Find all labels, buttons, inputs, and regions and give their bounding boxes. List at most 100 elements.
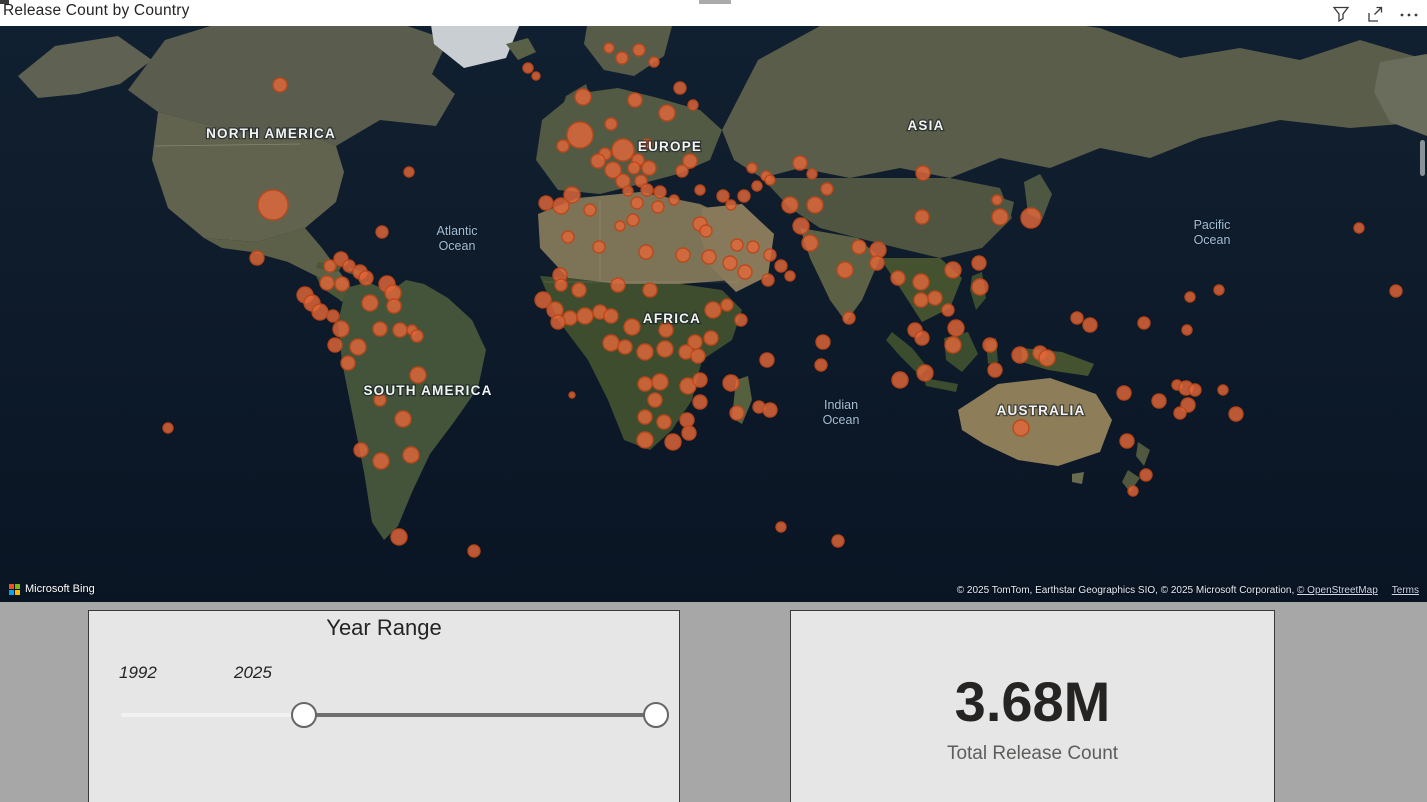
map-bubble[interactable] [737,189,751,203]
map-bubble[interactable] [781,196,799,214]
map-bubble[interactable] [734,313,748,327]
map-bubble[interactable] [323,259,337,273]
map-bubble[interactable] [1217,384,1229,396]
map-bubble[interactable] [664,433,682,451]
map-bubble[interactable] [568,391,576,399]
map-bubble[interactable] [623,318,641,336]
map-bubble[interactable] [637,376,653,392]
slider-track-selected[interactable] [304,713,656,717]
map-bubble[interactable] [831,534,845,548]
map-bubble[interactable] [394,410,412,428]
map-bubble[interactable] [162,422,174,434]
map-bubble[interactable] [991,194,1003,206]
filter-button[interactable] [1331,5,1351,23]
map-bubble[interactable] [762,402,778,418]
bing-map-canvas[interactable]: NORTH AMERICA EUROPE ASIA AFRICA SOUTH AMERI… [0,26,1427,602]
map-bubble[interactable] [916,364,934,382]
map-bubble[interactable] [319,275,335,291]
map-bubble[interactable] [590,153,606,169]
map-bubble[interactable] [668,194,680,206]
map-bubble[interactable] [722,255,738,271]
map-bubble[interactable] [991,208,1009,226]
map-bubble[interactable] [775,521,787,533]
map-bubble[interactable] [373,393,387,407]
map-bubble[interactable] [610,277,626,293]
map-bubble[interactable] [566,121,594,149]
map-bubble[interactable] [632,43,646,57]
map-bubble[interactable] [1228,406,1244,422]
map-bubble[interactable] [682,153,698,169]
map-bubble[interactable] [641,138,653,150]
map-bubble[interactable] [675,164,689,178]
map-bubble[interactable] [729,405,745,421]
map-bubble[interactable] [815,334,831,350]
map-bubble[interactable] [944,336,962,354]
map-bubble[interactable] [913,292,929,308]
slider-handle-end[interactable] [643,702,669,728]
map-bubble[interactable] [687,99,699,111]
map-bubble[interactable] [311,303,329,321]
map-bubble[interactable] [522,62,534,74]
slicer-start-value[interactable]: 1992 [119,663,157,682]
map-bubble[interactable] [392,322,408,338]
map-bubble[interactable] [699,224,713,238]
map-bubble[interactable] [615,51,629,65]
map-bubble[interactable] [1173,406,1187,420]
map-bubble[interactable] [1082,317,1098,333]
map-bubble[interactable] [249,250,265,266]
focus-mode-button[interactable] [1365,5,1385,23]
map-bubble[interactable] [774,259,788,273]
openstreetmap-link[interactable]: © OpenStreetMap [1297,585,1378,596]
map-bubble[interactable] [701,249,717,265]
map-bubble[interactable] [361,294,379,312]
map-bubble[interactable] [1020,207,1042,229]
map-bubble[interactable] [912,273,930,291]
map-bubble[interactable] [390,528,408,546]
map-bubble[interactable] [534,291,552,309]
visual-resize-handle-top[interactable] [699,0,731,4]
map-bubble[interactable] [704,301,722,319]
map-bubble[interactable] [257,189,289,221]
map-bubble[interactable] [971,278,989,296]
map-bubble[interactable] [814,358,828,372]
map-bubble[interactable] [1119,433,1135,449]
map-bubble[interactable] [730,238,744,252]
map-bubble[interactable] [342,259,356,273]
map-bubble[interactable] [467,544,481,558]
map-bubble[interactable] [552,197,570,215]
map-bubble[interactable] [720,298,734,312]
map-bubble[interactable] [792,155,808,171]
map-bubble[interactable] [673,81,687,95]
map-bubble[interactable] [550,314,566,330]
map-bubble[interactable] [737,264,753,280]
map-bubble[interactable] [410,329,424,343]
map-bubble[interactable] [340,355,356,371]
map-bubble[interactable] [692,372,708,388]
map-bubble[interactable] [675,247,691,263]
map-bubble[interactable] [927,290,943,306]
map-bubble[interactable] [801,234,819,252]
map-bubble[interactable] [327,337,343,353]
map-bubble[interactable] [1184,291,1196,303]
map-bubble[interactable] [987,362,1003,378]
map-bubble[interactable] [869,255,885,271]
map-bubble[interactable] [611,138,635,162]
map-bubble[interactable] [1070,311,1084,325]
map-bubble[interactable] [622,185,634,197]
map-bubble[interactable] [634,174,648,188]
map-bubble[interactable] [576,307,594,325]
map-bubble[interactable] [806,196,824,214]
map-bubble[interactable] [941,303,955,317]
map-bubble[interactable] [358,270,374,286]
map-bubble[interactable] [1188,383,1202,397]
map-bubble[interactable] [914,209,930,225]
map-bubble[interactable] [658,104,676,122]
map-bubble[interactable] [914,330,930,346]
map-bubble[interactable] [602,334,620,352]
map-bubble[interactable] [402,446,420,464]
map-bubble[interactable] [1389,284,1403,298]
map-bubble[interactable] [372,452,390,470]
more-options-button[interactable] [1399,5,1419,23]
map-bubble[interactable] [603,308,619,324]
map-bubble[interactable] [571,282,587,298]
